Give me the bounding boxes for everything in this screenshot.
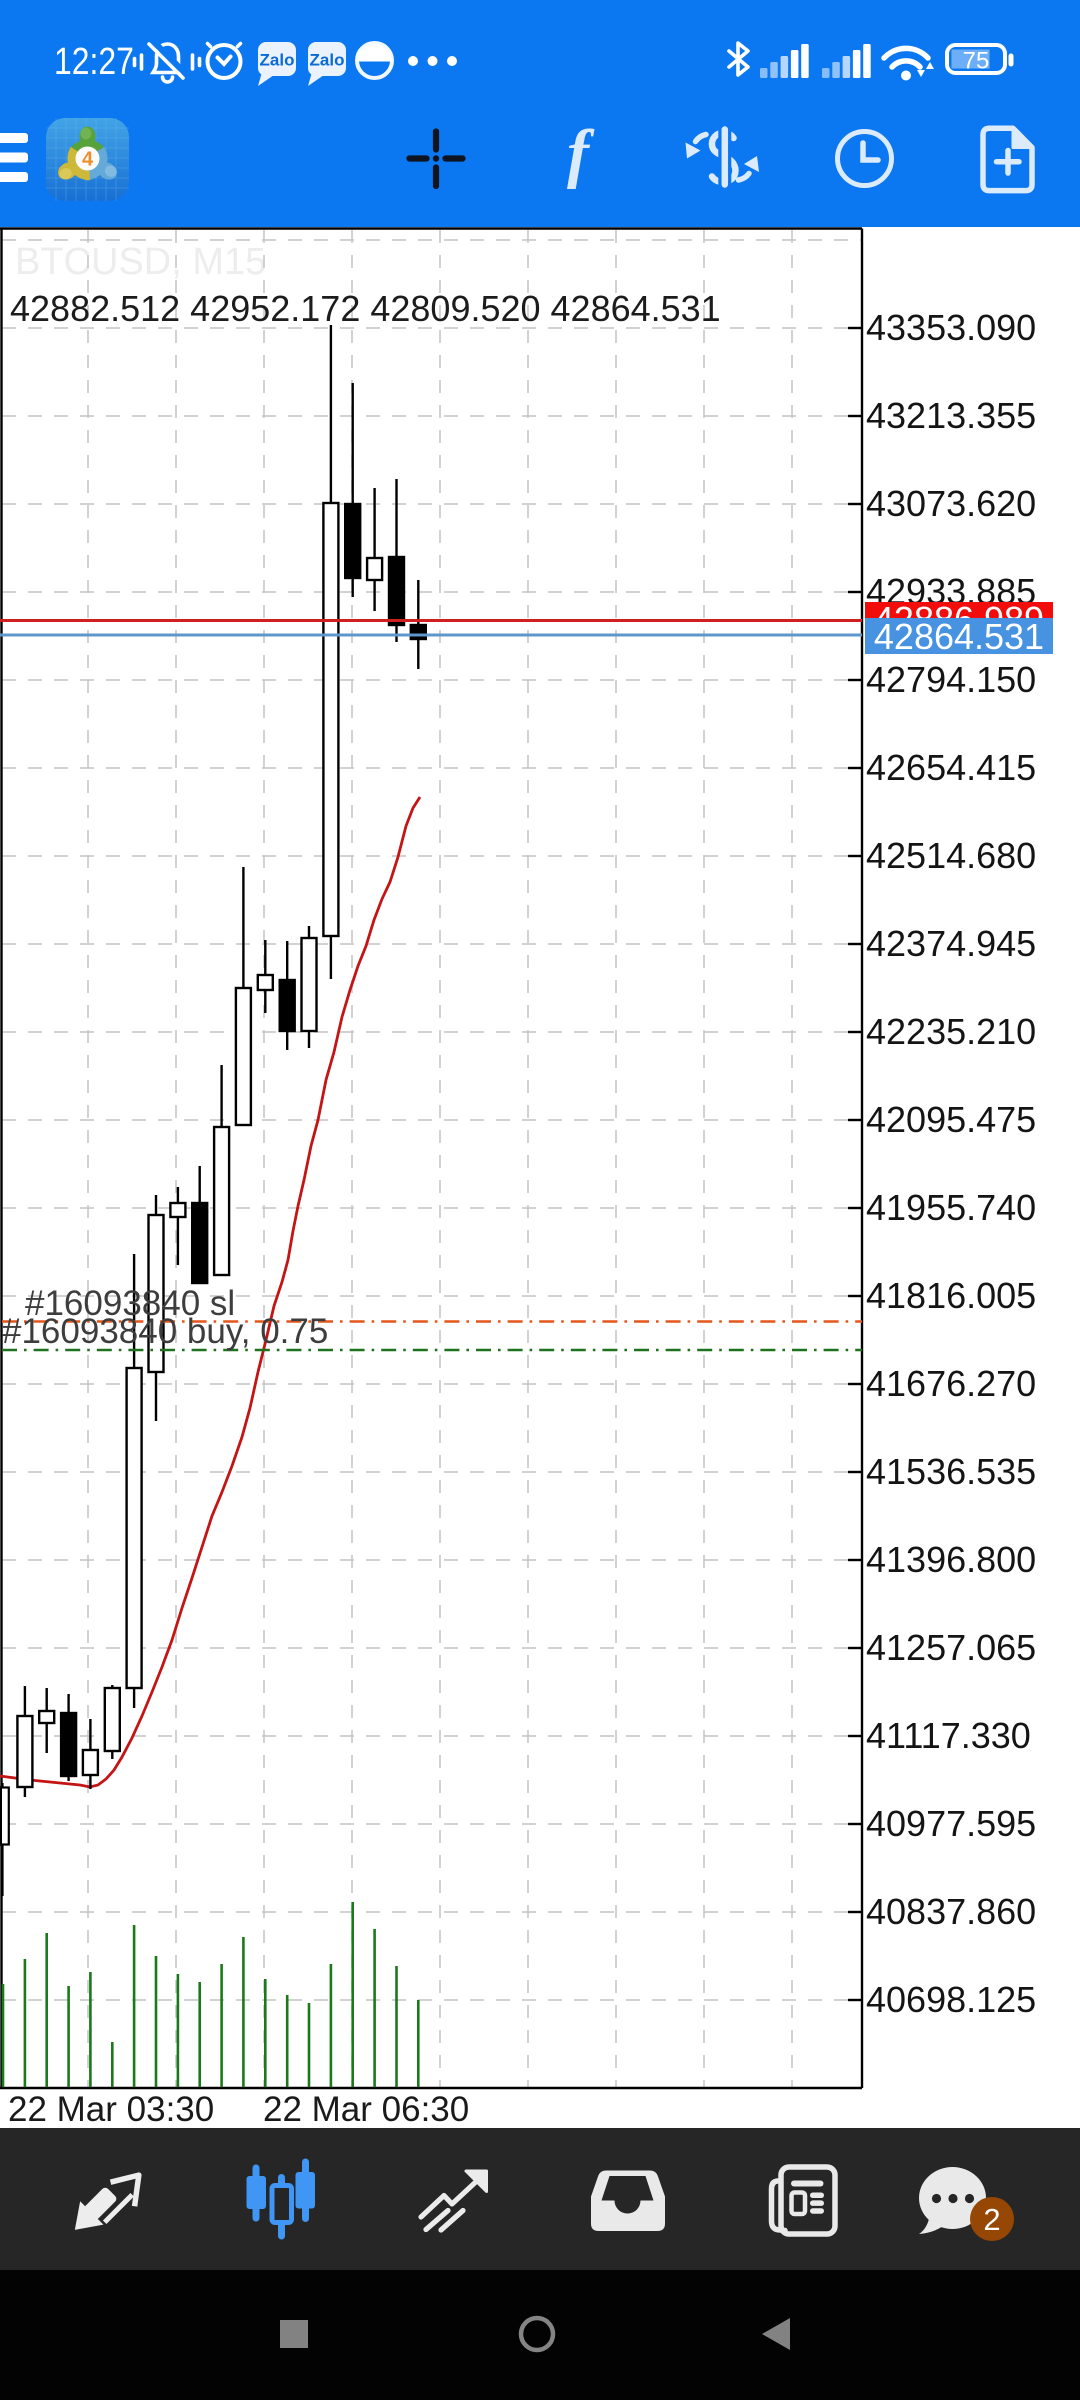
svg-text:Zalo: Zalo [310,51,345,70]
svg-text:Zalo: Zalo [260,51,295,70]
svg-text:2: 2 [983,2202,1000,2237]
svg-text:75: 75 [963,48,990,75]
svg-text:4: 4 [82,149,94,171]
